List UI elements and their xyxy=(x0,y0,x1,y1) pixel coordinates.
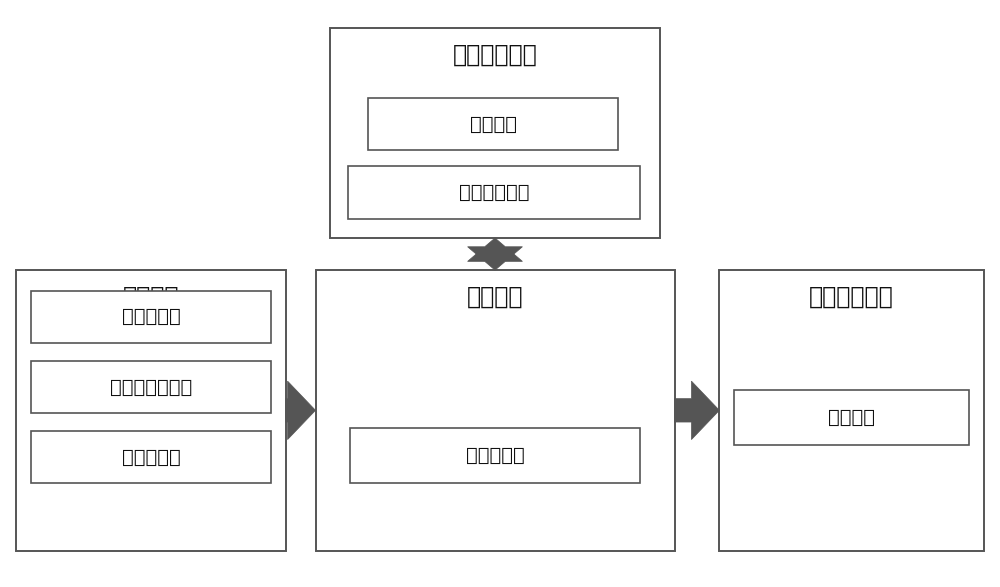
FancyBboxPatch shape xyxy=(734,390,969,446)
Polygon shape xyxy=(675,381,719,440)
FancyBboxPatch shape xyxy=(16,270,286,551)
Text: 工业控制器: 工业控制器 xyxy=(466,446,524,465)
FancyBboxPatch shape xyxy=(368,98,618,150)
Text: 控制单元: 控制单元 xyxy=(467,285,523,309)
Text: 传感单元: 传感单元 xyxy=(123,285,179,309)
FancyBboxPatch shape xyxy=(31,431,271,483)
Text: 控制阀组: 控制阀组 xyxy=(828,408,875,427)
Text: 倾角传感器: 倾角传感器 xyxy=(122,308,180,326)
Text: 执行机构单元: 执行机构单元 xyxy=(809,285,894,309)
Text: 设备操控指令: 设备操控指令 xyxy=(459,183,529,202)
Polygon shape xyxy=(468,238,522,270)
FancyBboxPatch shape xyxy=(719,270,984,551)
FancyBboxPatch shape xyxy=(330,28,660,238)
Polygon shape xyxy=(286,381,316,440)
FancyBboxPatch shape xyxy=(31,360,271,413)
FancyBboxPatch shape xyxy=(348,166,640,219)
Text: 人机交互单元: 人机交互单元 xyxy=(453,42,537,66)
Text: 位移传感器: 位移传感器 xyxy=(122,447,180,467)
FancyBboxPatch shape xyxy=(316,270,675,551)
FancyBboxPatch shape xyxy=(31,291,271,343)
Text: 工况显示: 工况显示 xyxy=(470,114,517,134)
FancyBboxPatch shape xyxy=(350,428,640,483)
Text: 回转角度传感器: 回转角度传感器 xyxy=(110,377,192,396)
